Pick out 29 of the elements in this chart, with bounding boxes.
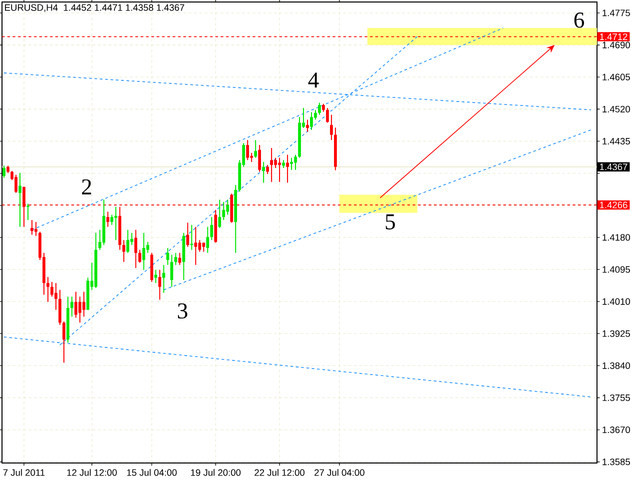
x-tick-label: 27 Jul 04:00: [314, 469, 364, 476]
y-tick-label: 1.3925: [602, 330, 630, 337]
y-tick-label: 1.4690: [602, 42, 630, 48]
x-tick-label: 22 Jul 12:00: [254, 469, 304, 476]
chart-title: EURUSD,H4: [5, 4, 58, 12]
x-tick-label: 12 Jul 12:00: [67, 469, 117, 476]
y-tick-label: 1.4605: [602, 74, 630, 80]
annotation: 4: [308, 72, 319, 88]
y-tick-label: 1.3840: [602, 362, 630, 369]
ref-line-label: 1.4367: [600, 164, 628, 170]
y-tick-label: 1.4095: [602, 266, 630, 273]
y-tick-label: 1.3670: [602, 426, 630, 434]
annotation: 6: [574, 12, 584, 28]
y-tick-label: 1.4775: [602, 10, 630, 16]
x-tick-label: 15 Jul 04:00: [127, 469, 177, 476]
x-tick-label: 19 Jul 20:00: [191, 469, 241, 476]
y-tick-label: 1.4180: [602, 234, 630, 241]
y-tick-label: 1.4520: [602, 106, 630, 112]
annotation: 2: [82, 179, 92, 194]
y-tick-label: 1.4435: [602, 138, 630, 144]
annotation: 3: [178, 303, 188, 319]
chart-subtitle: 1.4452 1.4471 1.4358 1.4367: [64, 4, 184, 11]
y-tick-label: 1.4010: [602, 298, 630, 305]
ref-line-label: 1.4266: [600, 202, 628, 208]
y-tick-label: 1.3585: [602, 458, 630, 466]
ref-line-label: 1.4712: [600, 33, 628, 40]
y-tick-label: 1.3755: [602, 394, 630, 402]
annotation: 5: [386, 214, 395, 230]
x-tick-label: 7 Jul 2011: [3, 469, 45, 476]
